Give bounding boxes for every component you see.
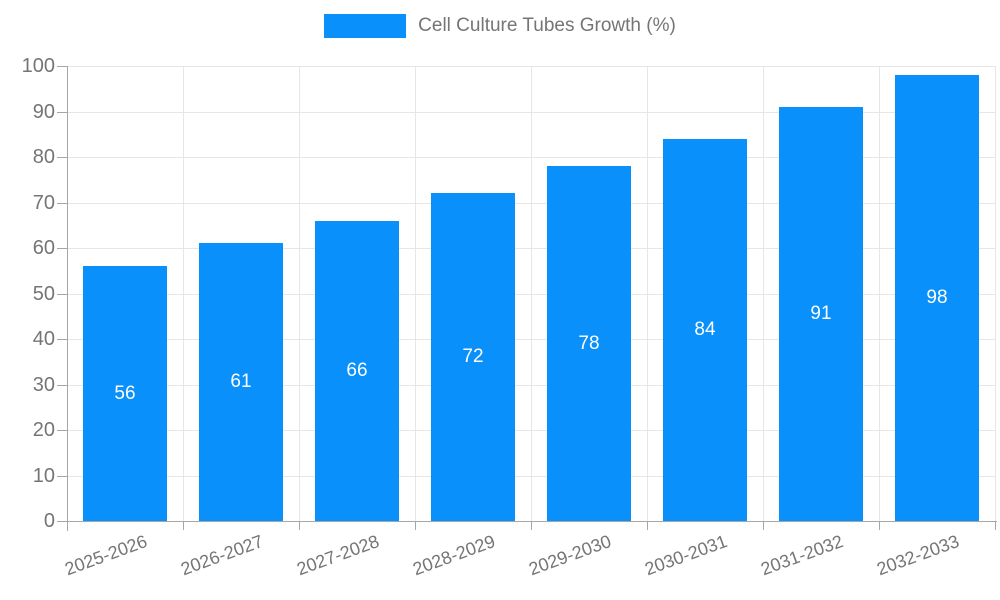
x-axis-tick <box>183 521 184 530</box>
bar-value-label: 72 <box>462 346 484 368</box>
y-axis-tick-label: 40 <box>32 328 55 350</box>
y-axis-tick <box>57 430 67 431</box>
bar-value-label: 61 <box>230 371 252 393</box>
y-axis-tick-label: 50 <box>32 282 55 305</box>
bar[interactable]: 72 <box>431 193 515 521</box>
bar-value-label: 56 <box>114 382 136 404</box>
x-axis-tick <box>763 521 764 530</box>
bar-value-label: 91 <box>810 302 832 324</box>
y-axis-line <box>67 66 68 531</box>
x-axis-tick <box>879 521 880 530</box>
x-axis-tick <box>995 521 996 530</box>
y-axis-tick-label: 30 <box>32 373 55 396</box>
legend-swatch <box>324 14 407 38</box>
bar-value-label: 78 <box>578 332 600 354</box>
legend-label: Cell Culture Tubes Growth (%) <box>418 15 676 36</box>
gridline-vertical <box>183 66 184 521</box>
x-axis-tick <box>531 521 532 530</box>
legend: Cell Culture Tubes Growth (%) <box>0 14 1000 38</box>
gridline-vertical <box>763 66 764 521</box>
x-axis-tick <box>415 521 416 530</box>
gridline-vertical <box>879 66 880 521</box>
y-axis-tick-label: 100 <box>21 55 55 77</box>
y-axis-tick <box>57 293 67 295</box>
gridline-vertical <box>647 66 648 521</box>
x-axis-tick <box>299 521 300 530</box>
bar[interactable]: 61 <box>199 243 283 521</box>
gridline-vertical <box>995 66 996 521</box>
bar[interactable]: 98 <box>895 75 979 521</box>
gridline-vertical <box>415 66 416 521</box>
bar[interactable]: 78 <box>547 166 631 521</box>
y-axis-tick <box>57 202 67 204</box>
y-axis-tick <box>57 111 67 113</box>
y-axis-tick-label: 80 <box>32 146 55 168</box>
bar-value-label: 84 <box>694 318 716 340</box>
y-axis-tick-label: 20 <box>32 419 55 441</box>
bar[interactable]: 66 <box>315 220 399 521</box>
y-axis-tick-label: 10 <box>32 464 55 487</box>
y-axis-tick-label: 0 <box>43 510 55 532</box>
bar[interactable]: 91 <box>779 106 863 521</box>
y-axis-tick <box>57 248 67 249</box>
x-axis-line <box>57 521 997 522</box>
y-axis-tick-label: 90 <box>32 100 55 123</box>
gridline-vertical <box>299 66 300 521</box>
y-axis-tick <box>57 475 67 477</box>
legend-item[interactable]: Cell Culture Tubes Growth (%) <box>324 14 676 38</box>
y-axis-tick <box>57 66 67 67</box>
y-axis-tick-label: 70 <box>32 191 55 214</box>
x-axis-tick <box>647 521 648 530</box>
gridline-vertical <box>531 66 532 521</box>
y-axis-tick-label: 60 <box>32 237 55 259</box>
y-axis-tick <box>57 339 67 340</box>
bar[interactable]: 56 <box>83 266 167 521</box>
y-axis-tick <box>57 157 67 158</box>
bar[interactable]: 84 <box>663 138 747 521</box>
bar-value-label: 98 <box>926 287 948 309</box>
bar-value-label: 66 <box>346 359 368 381</box>
y-axis-tick <box>57 384 67 386</box>
